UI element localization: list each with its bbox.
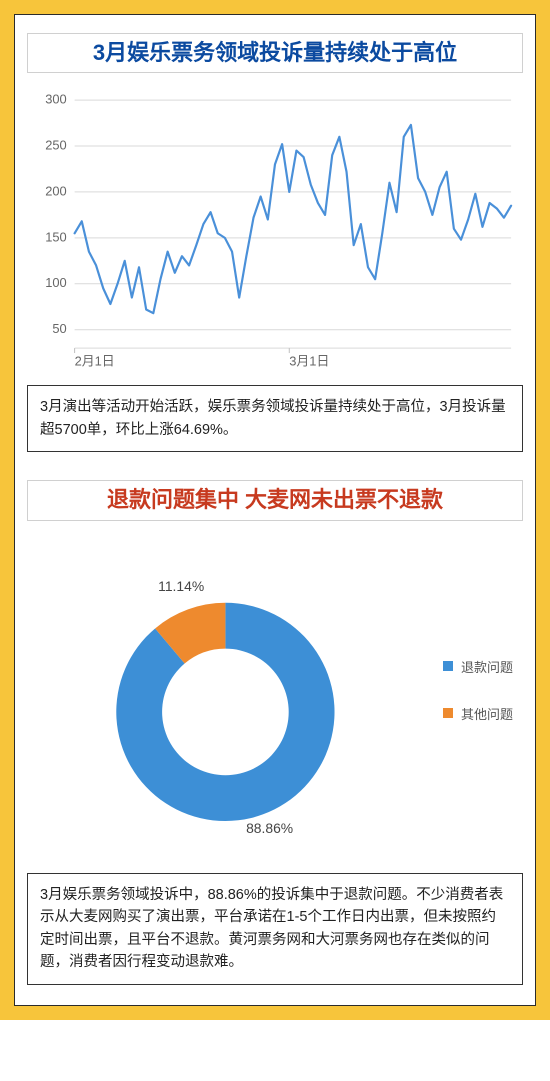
svg-text:250: 250 bbox=[45, 138, 66, 153]
outer-frame: 3月娱乐票务领域投诉量持续处于高位 50 100 150 200 250 300 2月1日 3… bbox=[0, 0, 550, 1020]
line-chart: 50 100 150 200 250 300 2月1日 3月1日 bbox=[27, 89, 523, 379]
donut-chart: 88.86% 11.14% 退款问题 其他问题 bbox=[27, 537, 523, 867]
section2-caption: 3月娱乐票务领域投诉中，88.86%的投诉集中于退款问题。不少消费者表示从大麦网… bbox=[27, 873, 523, 985]
spacer bbox=[27, 452, 523, 480]
legend-label: 退款问题 bbox=[461, 657, 513, 676]
section2-title-box: 退款问题集中 大麦网未出票不退款 bbox=[27, 480, 523, 520]
inner-panel: 3月娱乐票务领域投诉量持续处于高位 50 100 150 200 250 300 2月1日 3… bbox=[14, 14, 536, 1006]
legend-swatch bbox=[443, 661, 453, 671]
line-chart-svg: 50 100 150 200 250 300 2月1日 3月1日 bbox=[27, 89, 523, 379]
svg-text:2月1日: 2月1日 bbox=[75, 354, 115, 369]
section2-title: 退款问题集中 大麦网未出票不退款 bbox=[107, 487, 443, 513]
legend-row: 其他问题 bbox=[443, 704, 513, 723]
donut-legend: 退款问题 其他问题 bbox=[443, 657, 513, 751]
svg-text:11.14%: 11.14% bbox=[158, 577, 204, 593]
svg-text:50: 50 bbox=[52, 322, 66, 337]
legend-row: 退款问题 bbox=[443, 657, 513, 676]
svg-text:88.86%: 88.86% bbox=[246, 820, 293, 836]
svg-text:3月1日: 3月1日 bbox=[289, 354, 329, 369]
section1-title-box: 3月娱乐票务领域投诉量持续处于高位 bbox=[27, 33, 523, 73]
svg-text:150: 150 bbox=[45, 230, 66, 245]
svg-text:300: 300 bbox=[45, 92, 66, 107]
section1-caption: 3月演出等活动开始活跃，娱乐票务领域投诉量持续处于高位，3月投诉量超5700单，… bbox=[27, 385, 523, 452]
legend-label: 其他问题 bbox=[461, 704, 513, 723]
legend-swatch bbox=[443, 708, 453, 718]
svg-text:200: 200 bbox=[45, 184, 66, 199]
svg-text:100: 100 bbox=[45, 276, 66, 291]
section1-title: 3月娱乐票务领域投诉量持续处于高位 bbox=[93, 40, 457, 66]
